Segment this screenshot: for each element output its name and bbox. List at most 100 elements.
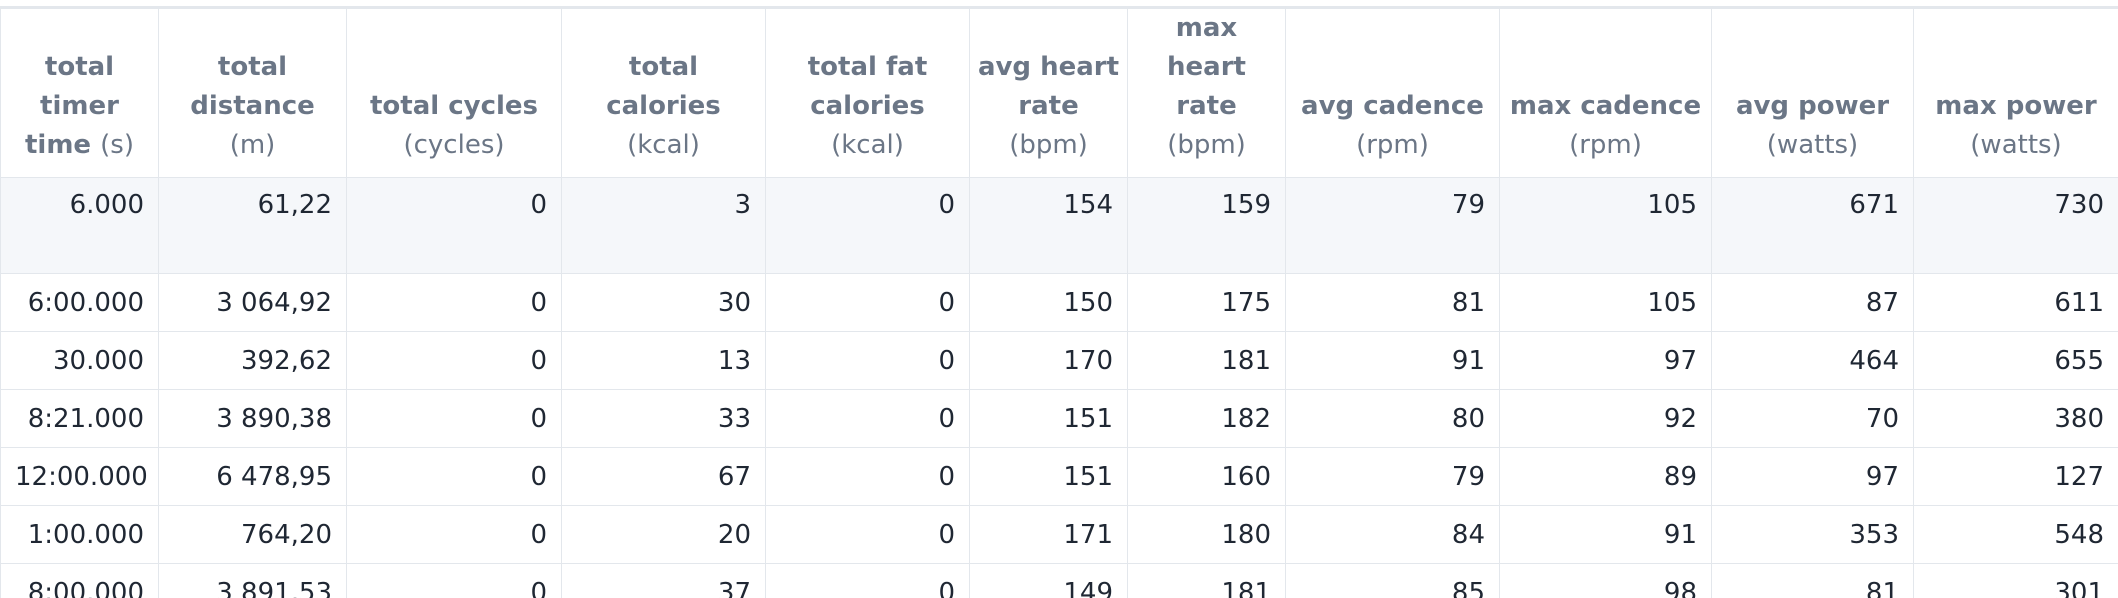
column-header[interactable]: avg heart rate (bpm): [970, 9, 1128, 178]
column-header[interactable]: total cycles (cycles): [347, 9, 562, 178]
table-cell: 611: [1914, 274, 2118, 332]
header-unit: (kcal): [627, 130, 700, 160]
column-header[interactable]: total calories (kcal): [562, 9, 766, 178]
table-cell: 171: [970, 506, 1128, 564]
column-header[interactable]: max cadence (rpm): [1500, 9, 1712, 178]
table-cell: 37: [562, 564, 766, 598]
table-cell: 20: [562, 506, 766, 564]
table-cell: 6 478,95: [159, 448, 347, 506]
header-unit: (watts): [1970, 130, 2061, 160]
header-label: total distance: [190, 52, 315, 121]
header-label: max power: [1935, 91, 2096, 121]
column-header[interactable]: max heart rate (bpm): [1128, 9, 1286, 178]
table-cell: 181: [1128, 332, 1286, 390]
table-cell: 0: [347, 274, 562, 332]
header-unit: (m): [230, 130, 276, 160]
table-cell: 181: [1128, 564, 1286, 598]
table-cell: 85: [1286, 564, 1500, 598]
table-container: total timer time (s)total distance (m)to…: [0, 6, 2118, 598]
table-cell: 84: [1286, 506, 1500, 564]
table-cell: 380: [1914, 390, 2118, 448]
table-cell: 0: [347, 448, 562, 506]
table-cell: 392,62: [159, 332, 347, 390]
header-label: max heart rate: [1167, 13, 1246, 121]
table-cell: 151: [970, 448, 1128, 506]
table-cell: 87: [1712, 274, 1914, 332]
table-cell: 6.000: [1, 178, 159, 274]
table-cell: 97: [1500, 332, 1712, 390]
table-cell: 730: [1914, 178, 2118, 274]
table-cell: 79: [1286, 448, 1500, 506]
table-cell: 0: [766, 332, 970, 390]
column-header[interactable]: avg cadence (rpm): [1286, 9, 1500, 178]
column-header[interactable]: total fat calories (kcal): [766, 9, 970, 178]
table-cell: 105: [1500, 178, 1712, 274]
table-cell: 0: [766, 274, 970, 332]
table-cell: 105: [1500, 274, 1712, 332]
header-label: avg power: [1736, 91, 1889, 121]
table-cell: 1:00.000: [1, 506, 159, 564]
table-cell: 3: [562, 178, 766, 274]
table-cell: 0: [766, 178, 970, 274]
table-cell: 0: [347, 332, 562, 390]
table-cell: 91: [1286, 332, 1500, 390]
table-cell: 0: [347, 178, 562, 274]
table-cell: 0: [347, 564, 562, 598]
header-unit: (bpm): [1167, 130, 1246, 160]
table-cell: 92: [1500, 390, 1712, 448]
table-cell: 150: [970, 274, 1128, 332]
header-unit: (s): [100, 130, 134, 160]
header-unit: (watts): [1767, 130, 1858, 160]
table-cell: 175: [1128, 274, 1286, 332]
table-cell: 0: [766, 390, 970, 448]
table-cell: 127: [1914, 448, 2118, 506]
table-cell: 0: [766, 506, 970, 564]
header-label: total cycles: [370, 91, 538, 121]
header-unit: (cycles): [403, 130, 504, 160]
column-header[interactable]: max power (watts): [1914, 9, 2118, 178]
table-cell: 13: [562, 332, 766, 390]
table-cell: 8:00.000: [1, 564, 159, 598]
column-header[interactable]: avg power (watts): [1712, 9, 1914, 178]
table-cell: 671: [1712, 178, 1914, 274]
table-cell: 655: [1914, 332, 2118, 390]
header-row: total timer time (s)total distance (m)to…: [1, 9, 2118, 178]
column-header[interactable]: total timer time (s): [1, 9, 159, 178]
table-cell: 154: [970, 178, 1128, 274]
table-cell: 159: [1128, 178, 1286, 274]
table-cell: 81: [1286, 274, 1500, 332]
table-cell: 0: [766, 564, 970, 598]
table-cell: 0: [347, 390, 562, 448]
header-unit: (rpm): [1356, 130, 1429, 160]
table-cell: 30: [562, 274, 766, 332]
table-cell: 0: [766, 448, 970, 506]
table-cell: 91: [1500, 506, 1712, 564]
table-cell: 353: [1712, 506, 1914, 564]
table-cell: 764,20: [159, 506, 347, 564]
header-label: avg heart rate: [978, 52, 1119, 121]
column-header[interactable]: total distance (m): [159, 9, 347, 178]
table-cell: 170: [970, 332, 1128, 390]
table-cell: 12:00.000: [1, 448, 159, 506]
table-cell: 97: [1712, 448, 1914, 506]
table-cell: 180: [1128, 506, 1286, 564]
table-cell: 464: [1712, 332, 1914, 390]
table-cell: 67: [562, 448, 766, 506]
table-cell: 301: [1914, 564, 2118, 598]
table-cell: 80: [1286, 390, 1500, 448]
header-label: avg cadence: [1301, 91, 1484, 121]
header-label: max cadence: [1510, 91, 1701, 121]
header-unit: (rpm): [1569, 130, 1642, 160]
table-cell: 149: [970, 564, 1128, 598]
table-cell: 3 064,92: [159, 274, 347, 332]
table-cell: 61,22: [159, 178, 347, 274]
